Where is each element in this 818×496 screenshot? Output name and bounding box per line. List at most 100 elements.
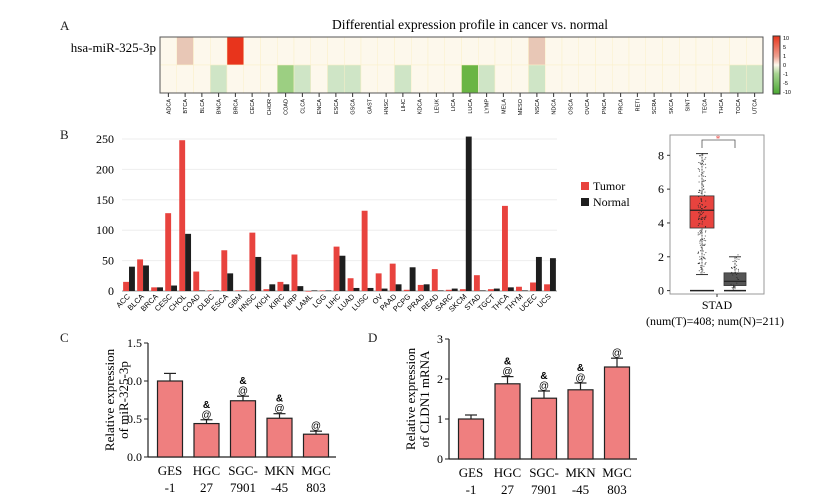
jitter-point xyxy=(699,240,701,242)
jitter-point xyxy=(701,200,703,202)
jitter-point xyxy=(736,282,738,284)
jitter-point xyxy=(698,191,700,193)
jitter-point xyxy=(704,175,706,177)
significance-ampersand: & xyxy=(239,376,246,387)
heatmap-chart: Differential expression profile in cance… xyxy=(71,17,791,115)
jitter-point xyxy=(703,164,705,166)
x-tick-label: SGC- xyxy=(228,463,258,478)
heatmap-cell-up xyxy=(293,36,311,66)
bar-normal xyxy=(465,136,472,291)
bar-tumor xyxy=(544,284,550,291)
bar-tumor xyxy=(333,246,340,291)
jitter-point xyxy=(704,194,706,196)
jitter-point xyxy=(698,218,700,220)
y-tick-label: 0 xyxy=(108,284,114,298)
heatmap-cell-up xyxy=(729,36,747,66)
jitter-point xyxy=(699,258,701,260)
jitter-point xyxy=(738,278,740,280)
jitter-point xyxy=(704,258,706,260)
bar-tumor xyxy=(487,289,494,291)
heatmap-cell-down xyxy=(210,64,228,94)
jitter-point xyxy=(737,272,739,274)
heatmap-cell-up xyxy=(260,36,278,66)
bar-tumor xyxy=(389,263,396,291)
jitter-point xyxy=(736,258,738,260)
jitter-point xyxy=(703,254,705,256)
jitter-point xyxy=(699,211,701,213)
heatmap-col-label: HNSC xyxy=(384,99,390,115)
jitter-point xyxy=(699,213,701,215)
heatmap-cell-up xyxy=(695,36,713,66)
jitter-point xyxy=(700,233,702,235)
jitter-point xyxy=(703,265,705,267)
x-tick-label: MKN xyxy=(264,463,295,478)
y-tick-label: 150 xyxy=(96,193,114,207)
heatmap-cell-up xyxy=(494,36,512,66)
jitter-point xyxy=(704,217,706,219)
heatmap-cell-up xyxy=(360,36,378,66)
significance-marker: * xyxy=(716,134,721,144)
heatmap-cell-up xyxy=(679,36,697,66)
heatmap-col-label: UTCA xyxy=(753,99,759,114)
heatmap-col-label: SINT xyxy=(686,98,692,111)
jitter-point xyxy=(697,232,699,234)
heatmap-cell-up xyxy=(561,36,579,66)
bar-normal xyxy=(255,256,262,291)
heatmap-cell-down xyxy=(746,64,764,94)
jitter-point xyxy=(730,283,732,285)
jitter-point xyxy=(731,267,733,269)
y-axis-label: of CLDN1 mRNA xyxy=(417,350,432,447)
y-axis-label: Relative expression xyxy=(102,348,117,451)
jitter-point xyxy=(702,161,704,163)
jitter-point xyxy=(703,256,705,258)
heatmap-cell-down xyxy=(545,64,563,94)
significance-ampersand: & xyxy=(203,400,210,411)
jitter-point xyxy=(700,239,702,241)
significance-bracket xyxy=(701,139,736,148)
heatmap-cell-down xyxy=(712,64,730,94)
significance-ampersand: & xyxy=(504,357,511,368)
jitter-point xyxy=(698,162,700,164)
jitter-point xyxy=(734,290,736,292)
legend-label: Normal xyxy=(593,195,630,209)
jitter-point xyxy=(702,239,704,241)
significance-at: @ xyxy=(575,373,585,384)
jitter-point xyxy=(704,226,706,228)
colorbar-tick-label: 0 xyxy=(783,63,786,69)
x-tick-label: 27 xyxy=(501,482,515,496)
x-tick-label: MKN xyxy=(565,465,596,480)
heatmap-cell-down xyxy=(377,64,395,94)
x-tick-label: HGC xyxy=(193,463,220,478)
jitter-point xyxy=(701,216,703,218)
bar-tumor xyxy=(179,140,186,291)
heatmap-col-label: MESO xyxy=(518,98,524,115)
jitter-point xyxy=(701,243,703,245)
jitter-point xyxy=(735,256,737,258)
significance-at: @ xyxy=(274,404,284,415)
jitter-point xyxy=(701,211,703,213)
legend-label: Tumor xyxy=(593,179,625,193)
jitter-point xyxy=(735,268,737,270)
jitter-point xyxy=(733,284,735,286)
y-tick-label: 3 xyxy=(437,332,443,346)
heatmap-col-label: BRCA xyxy=(233,99,239,115)
jitter-point xyxy=(701,221,703,223)
heatmap-col-label: KDCA xyxy=(418,99,424,115)
bar-tumor xyxy=(403,289,410,291)
x-tick-label: MGC xyxy=(301,463,331,478)
significance-at: @ xyxy=(311,421,321,432)
jitter-point xyxy=(701,154,703,156)
jitter-point xyxy=(704,191,706,193)
heatmap-cell-up xyxy=(327,36,345,66)
jitter-point xyxy=(701,182,703,184)
significance-ampersand: & xyxy=(276,394,283,405)
jitter-point xyxy=(702,269,704,271)
jitter-point xyxy=(700,240,702,242)
bar-normal xyxy=(395,284,402,291)
heatmap-row-label: hsa-miR-325-3p xyxy=(71,40,156,55)
jitter-point xyxy=(705,163,707,165)
jitter-point xyxy=(704,235,706,237)
y-tick-label: 6 xyxy=(658,182,664,196)
colorbar-tick-label: -5 xyxy=(783,81,788,87)
